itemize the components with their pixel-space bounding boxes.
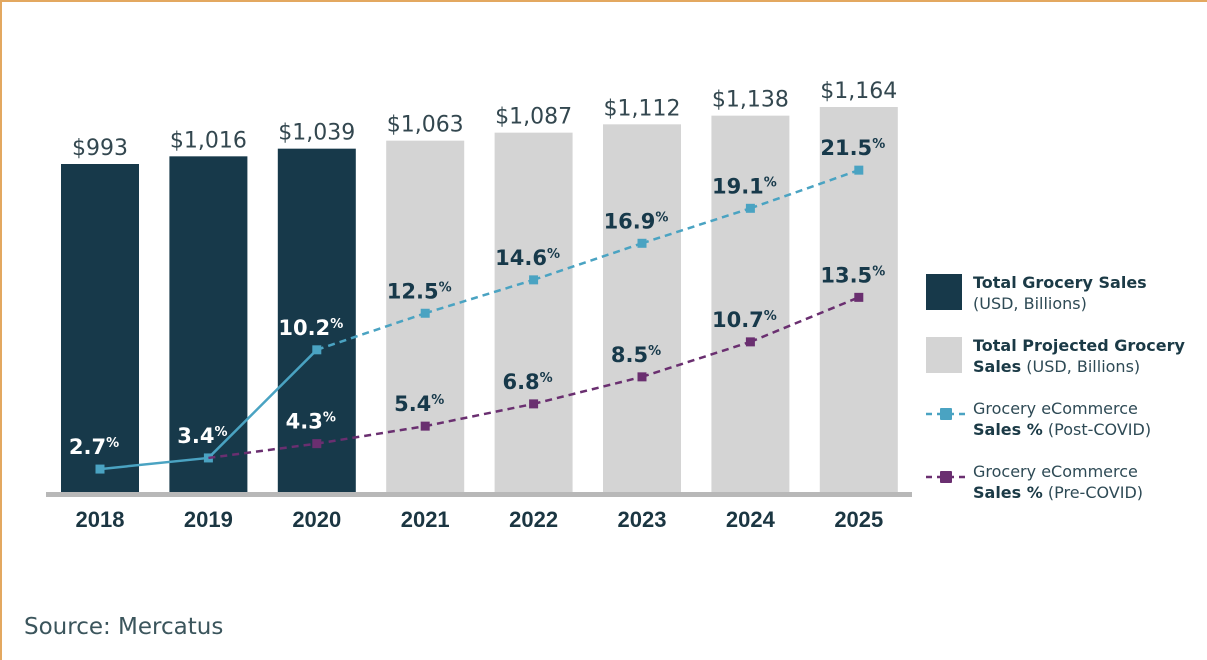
legend-swatch-actual (926, 274, 962, 310)
percent-sign: % (431, 393, 444, 408)
percent-sign: % (547, 247, 560, 262)
bar-value-label: $1,039 (278, 121, 355, 146)
post-covid-line-marker (637, 238, 647, 248)
legend: Total Grocery Sales (USD, Billions) Tota… (926, 270, 1206, 522)
bar-value-label: $1,164 (820, 79, 897, 104)
post-covid-line-marker (95, 464, 105, 474)
bar-projected (711, 115, 790, 493)
bar-value-label: $1,087 (495, 105, 572, 130)
percent-sign: % (106, 436, 119, 451)
post-covid-line-segment (424, 278, 534, 315)
percent-sign: % (764, 175, 777, 190)
percent-sign: % (872, 264, 885, 279)
post-covid-line-marker (312, 345, 322, 355)
percent-sign: % (872, 137, 885, 152)
x-tick-label: 2025 (834, 507, 883, 532)
post-covid-value-label: 12.5% (387, 279, 452, 303)
source-note: Source: Mercatus (24, 614, 224, 640)
x-tick-label: 2024 (726, 507, 776, 532)
bar-actual (169, 156, 248, 493)
legend-sublabel: (Pre-COVID) (1042, 483, 1144, 502)
post-covid-line-marker (854, 165, 864, 175)
legend-sublabel: (USD, Billions) (1021, 357, 1141, 376)
x-tick-label: 2019 (184, 507, 233, 532)
post-covid-line-segment (207, 348, 318, 459)
bar-actual (61, 164, 139, 492)
legend-label: Total Grocery Sales (973, 273, 1147, 292)
post-covid-line-marker (420, 308, 430, 318)
post-covid-line-segment (641, 207, 751, 245)
percent-sign: % (323, 411, 336, 426)
legend-label: Total Projected Grocery (973, 336, 1185, 355)
x-tick-label: 2020 (292, 507, 341, 532)
legend-item-total-grocery-sales: Total Grocery Sales (USD, Billions) (926, 270, 1206, 332)
legend-label: Grocery eCommerce (973, 399, 1138, 418)
bar-projected (603, 124, 681, 492)
x-tick-label: 2022 (509, 507, 558, 532)
percent-sign: % (655, 210, 668, 225)
pre-covid-line-segment (533, 375, 643, 406)
legend-item-pre-covid: Grocery eCommerce Sales % (Pre-COVID) (926, 459, 1206, 521)
bar-value-label: $1,063 (387, 113, 464, 138)
x-tick-label: 2018 (76, 507, 125, 532)
legend-item-projected-grocery-sales: Total Projected Grocery Sales (USD, Bill… (926, 333, 1206, 395)
percent-sign: % (764, 309, 777, 324)
bar-value-label: $1,138 (712, 88, 789, 113)
legend-label-bold: Sales (973, 357, 1022, 376)
bar-value-label: $1,016 (170, 128, 247, 153)
post-covid-line-segment (99, 456, 209, 471)
pre-covid-line-marker (854, 292, 864, 302)
legend-item-post-covid: Grocery eCommerce Sales % (Post-COVID) (926, 396, 1206, 458)
x-tick-label: 2021 (401, 507, 450, 532)
pre-covid-line-segment (749, 296, 860, 344)
legend-swatch-projected (926, 337, 962, 373)
legend-sublabel: (USD, Billions) (973, 294, 1087, 313)
pre-covid-line-marker (529, 399, 539, 409)
legend-label: Grocery eCommerce (973, 462, 1138, 481)
x-tick-label: 2023 (618, 507, 667, 532)
pre-covid-line-marker (312, 439, 322, 449)
legend-line-post-covid-icon (926, 408, 966, 420)
bar-actual (277, 148, 356, 492)
pre-covid-line-marker (637, 372, 647, 382)
bar-value-label: $1,112 (604, 96, 681, 121)
pre-covid-line-segment (316, 424, 426, 445)
percent-sign: % (540, 371, 553, 386)
pre-covid-line-segment (641, 340, 751, 379)
pre-covid-line-marker (420, 421, 430, 431)
pre-covid-line-segment (208, 442, 317, 460)
pre-covid-line-segment (424, 402, 534, 428)
bar-projected (494, 132, 573, 492)
post-covid-value-label: 16.9% (604, 209, 669, 233)
legend-label-bold: Sales % (973, 420, 1043, 439)
bar-value-label: $993 (72, 136, 128, 161)
post-covid-line-marker (745, 203, 755, 213)
percent-sign: % (330, 317, 343, 332)
percent-sign: % (214, 425, 227, 440)
percent-sign: % (439, 280, 452, 295)
post-covid-line-marker (529, 275, 539, 285)
legend-sublabel: (Post-COVID) (1042, 420, 1152, 439)
percent-sign: % (648, 344, 661, 359)
pre-covid-line-marker (745, 337, 755, 347)
legend-line-pre-covid-icon (926, 471, 966, 483)
legend-label-bold: Sales % (973, 483, 1043, 502)
x-axis-line (46, 492, 912, 497)
pre-covid-value-label: 13.5% (820, 263, 885, 287)
